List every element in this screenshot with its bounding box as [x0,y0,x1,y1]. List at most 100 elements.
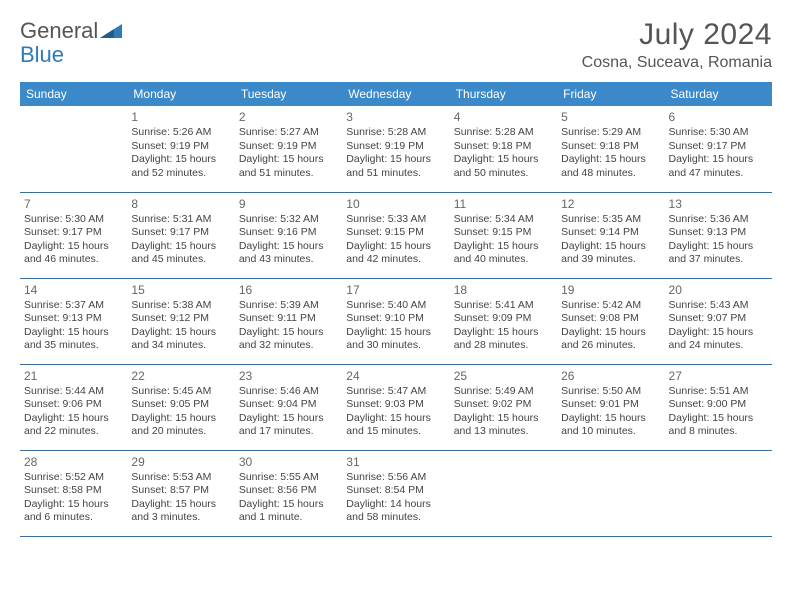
day-number: 31 [346,455,445,469]
calendar-day-cell: 28Sunrise: 5:52 AMSunset: 8:58 PMDayligh… [20,450,127,536]
day-number: 17 [346,283,445,297]
day-details: Sunrise: 5:40 AMSunset: 9:10 PMDaylight:… [346,299,445,354]
calendar-body: 1 Sunrise: 5:26 AMSunset: 9:19 PMDaylight… [20,106,772,536]
day-number: 24 [346,369,445,383]
day-number: 13 [669,197,768,211]
day-number: 16 [239,283,338,297]
day-number: 23 [239,369,338,383]
day-details: Sunrise: 5:32 AMSunset: 9:16 PMDaylight:… [239,213,338,268]
weekday-header: Saturday [665,82,772,106]
calendar-day-cell [20,106,127,192]
calendar-day-cell: 12 Sunrise: 5:35 AMSunset: 9:14 PMDayligh… [557,192,664,278]
day-number: 26 [561,369,660,383]
calendar-week-row: 28Sunrise: 5:52 AMSunset: 8:58 PMDayligh… [20,450,772,536]
day-details: Sunrise: 5:26 AMSunset: 9:19 PMDaylight:… [131,126,230,181]
calendar-day-cell: 27Sunrise: 5:51 AMSunset: 9:00 PMDayligh… [665,364,772,450]
logo: General [20,18,124,44]
weekday-header: Sunday [20,82,127,106]
calendar-week-row: 1 Sunrise: 5:26 AMSunset: 9:19 PMDaylight… [20,106,772,192]
calendar-week-row: 7 Sunrise: 5:30 AMSunset: 9:17 PMDaylight… [20,192,772,278]
day-details: Sunrise: 5:28 AMSunset: 9:18 PMDaylight:… [454,126,553,181]
day-details: Sunrise: 5:47 AMSunset: 9:03 PMDaylight:… [346,385,445,440]
calendar-day-cell: 21Sunrise: 5:44 AMSunset: 9:06 PMDayligh… [20,364,127,450]
weekday-header: Tuesday [235,82,342,106]
title-block: July 2024 Cosna, Suceava, Romania [582,18,772,72]
day-number: 3 [346,110,445,124]
day-details: Sunrise: 5:43 AMSunset: 9:07 PMDaylight:… [669,299,768,354]
day-number: 18 [454,283,553,297]
calendar-day-cell: 6 Sunrise: 5:30 AMSunset: 9:17 PMDaylight… [665,106,772,192]
day-details: Sunrise: 5:35 AMSunset: 9:14 PMDaylight:… [561,213,660,268]
day-details: Sunrise: 5:28 AMSunset: 9:19 PMDaylight:… [346,126,445,181]
calendar-day-cell: 18 Sunrise: 5:41 AMSunset: 9:09 PMDayligh… [450,278,557,364]
calendar-day-cell: 7 Sunrise: 5:30 AMSunset: 9:17 PMDaylight… [20,192,127,278]
calendar-day-cell: 15 Sunrise: 5:38 AMSunset: 9:12 PMDayligh… [127,278,234,364]
calendar-header-row: SundayMondayTuesdayWednesdayThursdayFrid… [20,82,772,106]
day-number: 11 [454,197,553,211]
calendar-day-cell: 2Sunrise: 5:27 AMSunset: 9:19 PMDaylight… [235,106,342,192]
day-number: 8 [131,197,230,211]
day-number: 15 [131,283,230,297]
calendar-day-cell: 11 Sunrise: 5:34 AMSunset: 9:15 PMDayligh… [450,192,557,278]
day-details: Sunrise: 5:45 AMSunset: 9:05 PMDaylight:… [131,385,230,440]
day-number: 22 [131,369,230,383]
logo-text-general: General [20,18,98,44]
day-details: Sunrise: 5:27 AMSunset: 9:19 PMDaylight:… [239,126,338,181]
day-number: 14 [24,283,123,297]
day-details: Sunrise: 5:30 AMSunset: 9:17 PMDaylight:… [24,213,123,268]
day-number: 29 [131,455,230,469]
day-details: Sunrise: 5:36 AMSunset: 9:13 PMDaylight:… [669,213,768,268]
day-details: Sunrise: 5:31 AMSunset: 9:17 PMDaylight:… [131,213,230,268]
day-number: 9 [239,197,338,211]
weekday-header: Monday [127,82,234,106]
weekday-header: Thursday [450,82,557,106]
day-number: 6 [669,110,768,124]
calendar-day-cell: 31 Sunrise: 5:56 AMSunset: 8:54 PMDayligh… [342,450,449,536]
day-details: Sunrise: 5:51 AMSunset: 9:00 PMDaylight:… [669,385,768,440]
calendar-day-cell [665,450,772,536]
calendar-day-cell: 23Sunrise: 5:46 AMSunset: 9:04 PMDayligh… [235,364,342,450]
location: Cosna, Suceava, Romania [582,54,772,72]
calendar-day-cell: 4 Sunrise: 5:28 AMSunset: 9:18 PMDaylight… [450,106,557,192]
day-number: 19 [561,283,660,297]
calendar-day-cell: 14Sunrise: 5:37 AMSunset: 9:13 PMDayligh… [20,278,127,364]
calendar-week-row: 14Sunrise: 5:37 AMSunset: 9:13 PMDayligh… [20,278,772,364]
day-details: Sunrise: 5:34 AMSunset: 9:15 PMDaylight:… [454,213,553,268]
day-details: Sunrise: 5:56 AMSunset: 8:54 PMDaylight:… [346,471,445,526]
calendar-day-cell: 30Sunrise: 5:55 AMSunset: 8:56 PMDayligh… [235,450,342,536]
logo-row2: Blue [20,42,64,68]
day-details: Sunrise: 5:44 AMSunset: 9:06 PMDaylight:… [24,385,123,440]
day-number: 30 [239,455,338,469]
day-number: 12 [561,197,660,211]
weekday-header: Friday [557,82,664,106]
calendar-day-cell: 1 Sunrise: 5:26 AMSunset: 9:19 PMDaylight… [127,106,234,192]
day-number: 1 [131,110,230,124]
day-details: Sunrise: 5:33 AMSunset: 9:15 PMDaylight:… [346,213,445,268]
day-details: Sunrise: 5:38 AMSunset: 9:12 PMDaylight:… [131,299,230,354]
day-number: 7 [24,197,123,211]
day-details: Sunrise: 5:41 AMSunset: 9:09 PMDaylight:… [454,299,553,354]
day-details: Sunrise: 5:39 AMSunset: 9:11 PMDaylight:… [239,299,338,354]
calendar-day-cell: 29 Sunrise: 5:53 AMSunset: 8:57 PMDayligh… [127,450,234,536]
day-details: Sunrise: 5:30 AMSunset: 9:17 PMDaylight:… [669,126,768,181]
day-details: Sunrise: 5:50 AMSunset: 9:01 PMDaylight:… [561,385,660,440]
calendar-day-cell: 13 Sunrise: 5:36 AMSunset: 9:13 PMDayligh… [665,192,772,278]
calendar-day-cell: 10 Sunrise: 5:33 AMSunset: 9:15 PMDayligh… [342,192,449,278]
calendar-day-cell: 16 Sunrise: 5:39 AMSunset: 9:11 PMDayligh… [235,278,342,364]
day-details: Sunrise: 5:49 AMSunset: 9:02 PMDaylight:… [454,385,553,440]
day-number: 4 [454,110,553,124]
calendar-day-cell [557,450,664,536]
day-details: Sunrise: 5:42 AMSunset: 9:08 PMDaylight:… [561,299,660,354]
logo-text-blue: Blue [20,42,64,67]
day-details: Sunrise: 5:53 AMSunset: 8:57 PMDaylight:… [131,471,230,526]
logo-triangle-icon [100,18,122,44]
calendar-day-cell: 24 Sunrise: 5:47 AMSunset: 9:03 PMDayligh… [342,364,449,450]
calendar-day-cell: 26 Sunrise: 5:50 AMSunset: 9:01 PMDayligh… [557,364,664,450]
calendar-day-cell [450,450,557,536]
day-number: 20 [669,283,768,297]
day-number: 10 [346,197,445,211]
calendar-day-cell: 5Sunrise: 5:29 AMSunset: 9:18 PMDaylight… [557,106,664,192]
calendar-day-cell: 19 Sunrise: 5:42 AMSunset: 9:08 PMDayligh… [557,278,664,364]
header: General July 2024 Cosna, Suceava, Romani… [20,18,772,72]
day-number: 5 [561,110,660,124]
